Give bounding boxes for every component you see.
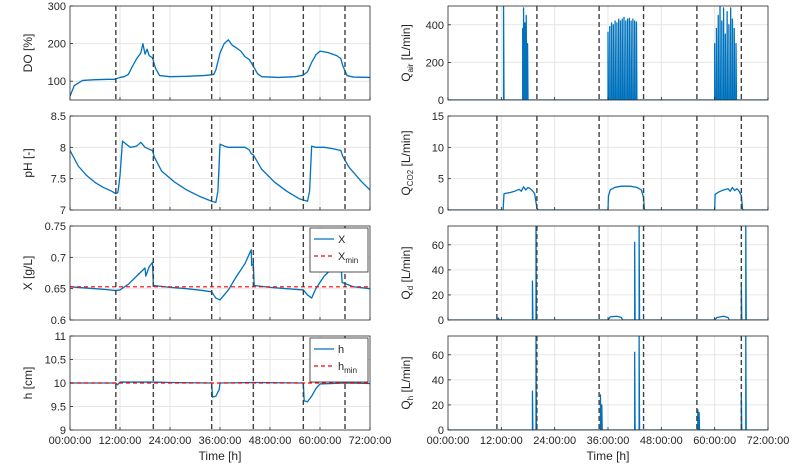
legend: h hmin — [309, 337, 369, 383]
y-tick-label: 8.5 — [51, 111, 66, 123]
y-axis-label: QCO2 [L/min] — [399, 130, 415, 195]
y-tick-label: 60 — [432, 240, 444, 252]
series-line-qh-0 — [448, 336, 768, 430]
legend-box — [309, 337, 369, 383]
legend-label: h — [338, 344, 344, 356]
y-tick-label: 400 — [426, 20, 444, 32]
panel-do: 100 200 300 DO [%] — [21, 1, 371, 101]
y-tick-label: 20 — [432, 400, 444, 412]
panel-x: 0.6 0.65 0.7 0.75 X [g/L] X Xmin — [21, 221, 371, 327]
x-tick-label: 00:00:00 — [49, 435, 92, 447]
y-axis-label: DO [%] — [21, 34, 35, 73]
x-tick-label: 00:00:00 — [427, 435, 470, 447]
legend-label: Xmin — [338, 251, 358, 265]
y-tick-label: 8 — [60, 142, 66, 154]
series-line-h-0 — [70, 381, 370, 403]
x-tick-label: 48:00:00 — [249, 435, 292, 447]
legend-label: hmin — [338, 361, 357, 375]
panel-qair: 0 200 400 Qair [L/min] — [399, 5, 769, 107]
y-tick-label: 300 — [48, 1, 66, 13]
y-tick-label: 0.6 — [51, 315, 66, 327]
panel-qco2: 0 5 10 15 QCO2 [L/min] — [399, 111, 769, 217]
y-axis-label: h [cm] — [21, 367, 35, 400]
x-tick-label: 12:00:00 — [99, 435, 142, 447]
y-tick-label: 5 — [438, 174, 444, 186]
y-tick-label: 0.7 — [51, 252, 66, 264]
x-tick-label: 72:00:00 — [349, 435, 392, 447]
x-tick-label: 48:00:00 — [640, 435, 683, 447]
x-tick-label: 36:00:00 — [587, 435, 630, 447]
y-tick-label: 10 — [432, 142, 444, 154]
x-tick-label: 12:00:00 — [480, 435, 523, 447]
panel-h: 9 9.5 10 10.5 11 00:00:00 12:00:00 24:00:00 36:0… — [21, 331, 391, 463]
x-tick-label: 24:00:00 — [149, 435, 192, 447]
y-axis-label: Qd [L/min] — [399, 246, 415, 299]
x-tick-label: 36:00:00 — [199, 435, 242, 447]
y-tick-label: 100 — [48, 76, 66, 88]
x-axis-label: Time [h] — [587, 449, 630, 463]
series-line-ph-0 — [70, 140, 370, 204]
y-tick-label: 20 — [432, 290, 444, 302]
y-tick-label: 10.5 — [45, 355, 66, 367]
x-tick-label: 24:00:00 — [533, 435, 576, 447]
y-tick-label: 7.5 — [51, 174, 66, 186]
legend-label: X — [338, 234, 346, 246]
y-tick-label: 60 — [432, 350, 444, 362]
y-axis-label: pH [-] — [21, 148, 35, 177]
x-axis-label: Time [h] — [199, 449, 242, 463]
panel-qd: 0 20 40 60 Qd [L/min] — [399, 225, 769, 327]
y-tick-label: 0 — [438, 315, 444, 327]
x-tick-label: 60:00:00 — [299, 435, 342, 447]
series-line-qd-0 — [448, 226, 768, 320]
y-tick-label: 0.65 — [45, 284, 66, 296]
legend: X Xmin — [309, 227, 369, 273]
y-tick-label: 0 — [438, 205, 444, 217]
y-axis-label: Qh [L/min] — [399, 356, 415, 409]
y-tick-label: 40 — [432, 375, 444, 387]
y-tick-label: 15 — [432, 111, 444, 123]
y-tick-label: 10 — [54, 378, 66, 390]
y-tick-label: 40 — [432, 265, 444, 277]
panel-qh: 0 20 40 60 00:00:00 12:00:00 24:00:00 36:00:00 4… — [399, 335, 790, 463]
panel-ph: 7 7.5 8 8.5 pH [-] — [21, 111, 371, 217]
y-tick-label: 11 — [55, 331, 66, 343]
series-line-qco2-0 — [448, 185, 768, 210]
y-tick-label: 0 — [438, 425, 444, 437]
y-axis-label: X [g/L] — [21, 256, 35, 291]
legend-box — [309, 227, 369, 273]
x-tick-label: 72:00:00 — [747, 435, 790, 447]
y-axis-label: Qair [L/min] — [399, 24, 415, 82]
y-tick-label: 9.5 — [51, 402, 66, 414]
y-tick-label: 200 — [48, 39, 66, 51]
y-tick-label: 7 — [60, 205, 66, 217]
y-tick-label: 0.75 — [45, 221, 66, 233]
x-tick-label: 60:00:00 — [693, 435, 736, 447]
series-line-x-0 — [70, 249, 370, 301]
y-tick-label: 200 — [426, 57, 444, 69]
y-tick-label: 9 — [60, 425, 66, 437]
series-line-do-0 — [70, 39, 370, 97]
y-tick-label: 0 — [438, 95, 444, 107]
